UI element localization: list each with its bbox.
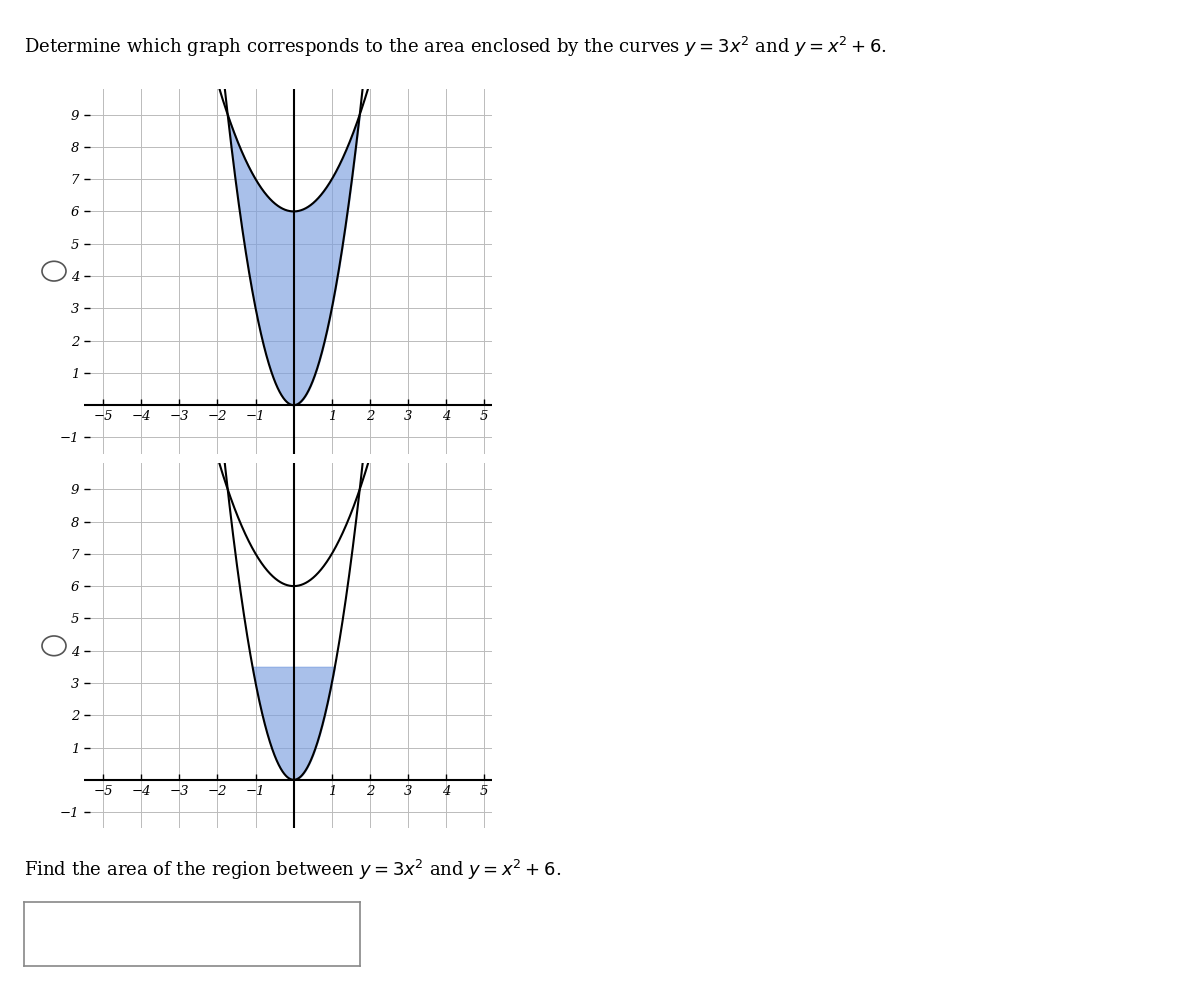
Text: Determine which graph corresponds to the area enclosed by the curves $y = 3x^2$ : Determine which graph corresponds to the… [24,35,887,58]
Text: Find the area of the region between $y = 3x^2$ and $y = x^2 + 6$.: Find the area of the region between $y =… [24,858,562,881]
